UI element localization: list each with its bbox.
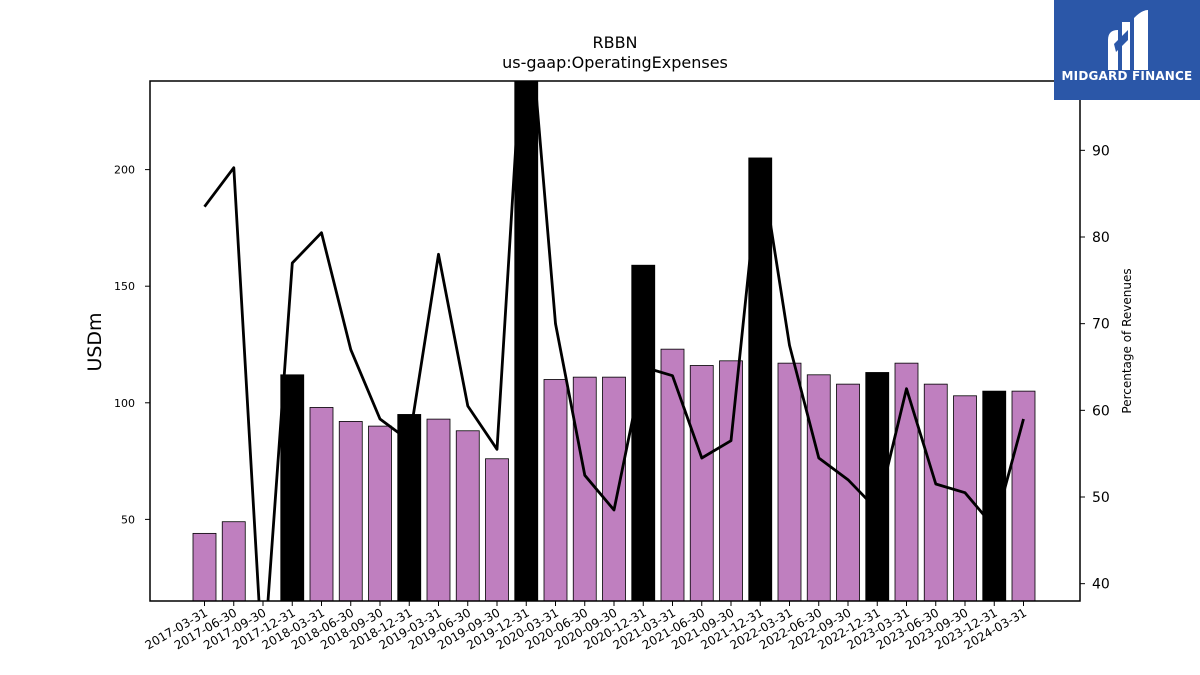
bar [426,418,451,601]
bar [836,383,860,601]
bar [543,379,568,601]
bar [221,521,246,601]
logo-mark-icon [1108,10,1148,70]
bar [923,383,948,601]
ratio-line [203,81,1025,601]
y-axis-right: 40 50 60 70 80 90 [1080,143,1110,593]
y-tick-label: 150 [114,280,135,293]
logo: MIDGARD FINANCE [1054,0,1200,100]
plot-frame [149,80,1081,602]
bar [485,458,509,601]
y2-tick-label: 80 [1092,230,1110,246]
bar [660,348,685,601]
y-tick-label: 200 [114,164,135,177]
bar [777,362,802,601]
bar [806,374,831,601]
logo-text: MIDGARD FINANCE [1061,69,1193,83]
bar [309,407,334,601]
line-layer [203,81,1025,601]
bar [572,376,597,601]
y2-tick-label: 70 [1092,317,1110,333]
y2-tick-label: 90 [1092,143,1110,159]
chart-title: RBBN [592,33,637,52]
y-tick-label: 100 [114,397,135,410]
bar [602,376,626,601]
bar-group [192,81,1036,601]
bar [368,425,392,601]
y2-axis-label: Percentage of Revenues [1120,268,1134,413]
bar [514,81,539,601]
bar [338,421,363,601]
x-axis: 2017-03-312017-06-302017-09-302017-12-31… [143,601,1029,652]
y2-tick-label: 50 [1092,490,1110,506]
bar [631,264,656,601]
y-tick-label: 50 [121,513,135,526]
bar [455,430,480,601]
y2-tick-label: 60 [1092,403,1110,419]
bar [894,362,919,601]
bar [953,395,977,601]
bar [397,414,422,601]
bar [280,374,305,601]
y2-tick-label: 40 [1092,577,1110,593]
bar [689,365,714,601]
y-axis-label: USDm [84,312,106,371]
bar [719,360,743,601]
bar [192,532,217,601]
chart-subtitle: us-gaap:OperatingExpenses [502,53,728,72]
bar [865,372,890,601]
y-axis-left: 50 100 150 200 [114,164,150,526]
